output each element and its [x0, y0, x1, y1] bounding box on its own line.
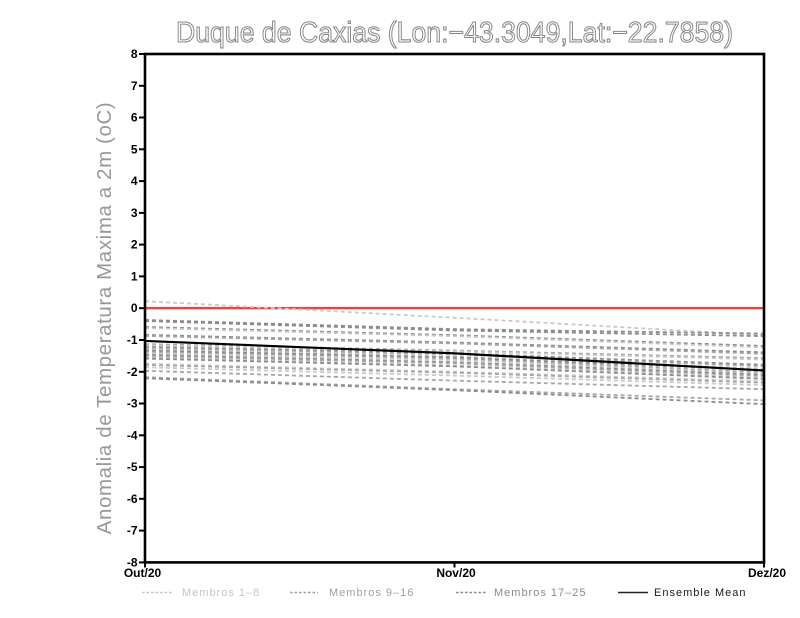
svg-text:7: 7	[131, 79, 138, 93]
svg-text:Membros 1–8: Membros 1–8	[182, 587, 260, 599]
svg-text:-4: -4	[127, 428, 138, 442]
svg-text:Ensemble Mean: Ensemble Mean	[654, 587, 747, 599]
svg-text:8: 8	[131, 47, 138, 61]
svg-text:5: 5	[131, 142, 138, 156]
svg-text:2: 2	[131, 238, 138, 252]
svg-text:-1: -1	[127, 333, 138, 347]
svg-text:0: 0	[131, 301, 138, 315]
svg-text:-5: -5	[127, 460, 138, 474]
svg-text:-7: -7	[127, 524, 138, 538]
svg-text:4: 4	[131, 174, 138, 188]
svg-text:-8: -8	[127, 555, 138, 569]
svg-text:-2: -2	[127, 365, 138, 379]
svg-text:3: 3	[131, 206, 138, 220]
svg-text:-6: -6	[127, 492, 138, 506]
svg-text:Anomalia de Temperatura Maxima: Anomalia de Temperatura Maxima a 2m (oC)	[93, 102, 116, 535]
svg-text:Duque de Caxias (Lon:−43.3049,: Duque de Caxias (Lon:−43.3049,Lat:−22.78…	[176, 17, 733, 49]
svg-text:6: 6	[131, 111, 138, 125]
svg-text:Membros 9–16: Membros 9–16	[329, 587, 414, 599]
svg-text:-3: -3	[127, 397, 138, 411]
svg-text:Nov/20: Nov/20	[436, 566, 476, 580]
svg-text:Out/20: Out/20	[124, 566, 162, 580]
svg-text:1: 1	[131, 269, 138, 283]
svg-text:Dez/20: Dez/20	[748, 566, 786, 580]
svg-text:Membros 17–25: Membros 17–25	[494, 587, 587, 599]
